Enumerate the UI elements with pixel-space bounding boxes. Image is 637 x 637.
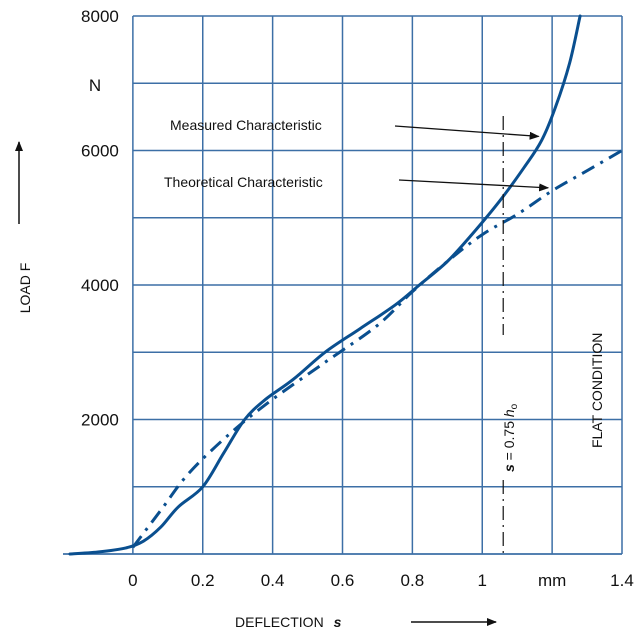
measured-annotation: Measured Characteristic: [170, 117, 322, 133]
h-symbol: h: [501, 409, 517, 417]
theoretical-annotation: Theoretical Characteristic: [164, 174, 323, 190]
series-group: [68, 14, 623, 556]
x-tick-label: 0.2: [191, 571, 215, 590]
y-tick-label: 2000: [81, 411, 119, 430]
x-tick-label: 0.6: [331, 571, 355, 590]
x-axis-title: DEFLECTION s: [235, 614, 342, 630]
tick-labels: 0 0.2 0.4 0.6 0.8 1 mm 1.4 2000 4000 6000 8000: [81, 7, 634, 590]
x-tick-label: 1: [478, 571, 487, 590]
y-tick-label: 6000: [81, 142, 119, 161]
y-tick-label: 8000: [81, 7, 119, 26]
x-tick-label: 0.4: [261, 571, 285, 590]
grid: [63, 15, 623, 555]
theoretical-characteristic-line: [131, 149, 623, 549]
measured-characteristic-line: [68, 14, 582, 556]
measured-annotation-arrow-icon: [394, 125, 540, 140]
x-tick-label: 0: [128, 571, 137, 590]
y-unit-label: N: [89, 76, 101, 95]
s-formula-label: s = 0.75 ho: [501, 403, 520, 472]
x-axis-title-text: DEFLECTION: [235, 614, 324, 630]
flat-condition-label: FLAT CONDITION: [589, 333, 605, 448]
x-tick-label: 0.8: [401, 571, 425, 590]
theoretical-annotation-arrow-icon: [398, 179, 550, 192]
h-subscript: o: [509, 403, 520, 409]
y-axis-title: LOAD F: [17, 263, 33, 314]
x-axis-symbol: s: [334, 614, 342, 630]
x-tick-label: mm: [538, 571, 566, 590]
y-tick-label: 4000: [81, 276, 119, 295]
s-formula-mid: = 0.75: [501, 417, 517, 464]
x-tick-label: 1.4: [610, 571, 634, 590]
s-symbol: s: [501, 464, 517, 472]
